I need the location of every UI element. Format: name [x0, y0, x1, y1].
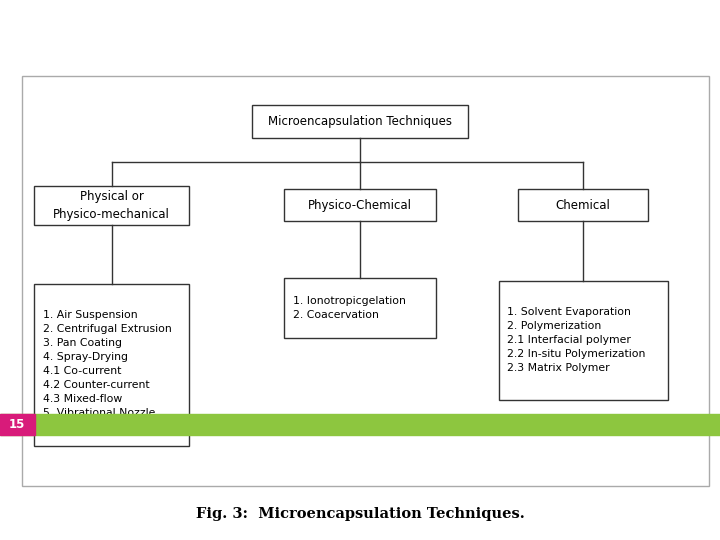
Text: Microencapsulation Techniques: Microencapsulation Techniques — [268, 115, 452, 128]
Bar — [22, 76, 709, 486]
Bar — [0, 414, 35, 435]
Text: 1. Air Suspension
2. Centrifugal Extrusion
3. Pan Coating
4. Spray-Drying
4.1 Co: 1. Air Suspension 2. Centrifugal Extrusi… — [43, 310, 171, 419]
Bar — [499, 281, 668, 400]
Bar — [518, 189, 648, 221]
Bar — [35, 284, 189, 446]
Text: 15: 15 — [9, 418, 25, 431]
Text: Fig. 3:  Microencapsulation Techniques.: Fig. 3: Microencapsulation Techniques. — [196, 507, 524, 521]
Text: Chemical: Chemical — [556, 199, 611, 212]
Bar — [284, 189, 436, 221]
Bar — [284, 278, 436, 338]
Bar — [0, 414, 720, 435]
Text: 1. Ionotropicgelation
2. Coacervation: 1. Ionotropicgelation 2. Coacervation — [293, 296, 406, 320]
Text: Physico-Chemical: Physico-Chemical — [308, 199, 412, 212]
Bar — [252, 105, 468, 138]
Text: Physical or
Physico-mechanical: Physical or Physico-mechanical — [53, 190, 170, 221]
Text: 1. Solvent Evaporation
2. Polymerization
2.1 Interfacial polymer
2.2 In-situ Pol: 1. Solvent Evaporation 2. Polymerization… — [508, 307, 646, 373]
Bar — [35, 186, 189, 225]
